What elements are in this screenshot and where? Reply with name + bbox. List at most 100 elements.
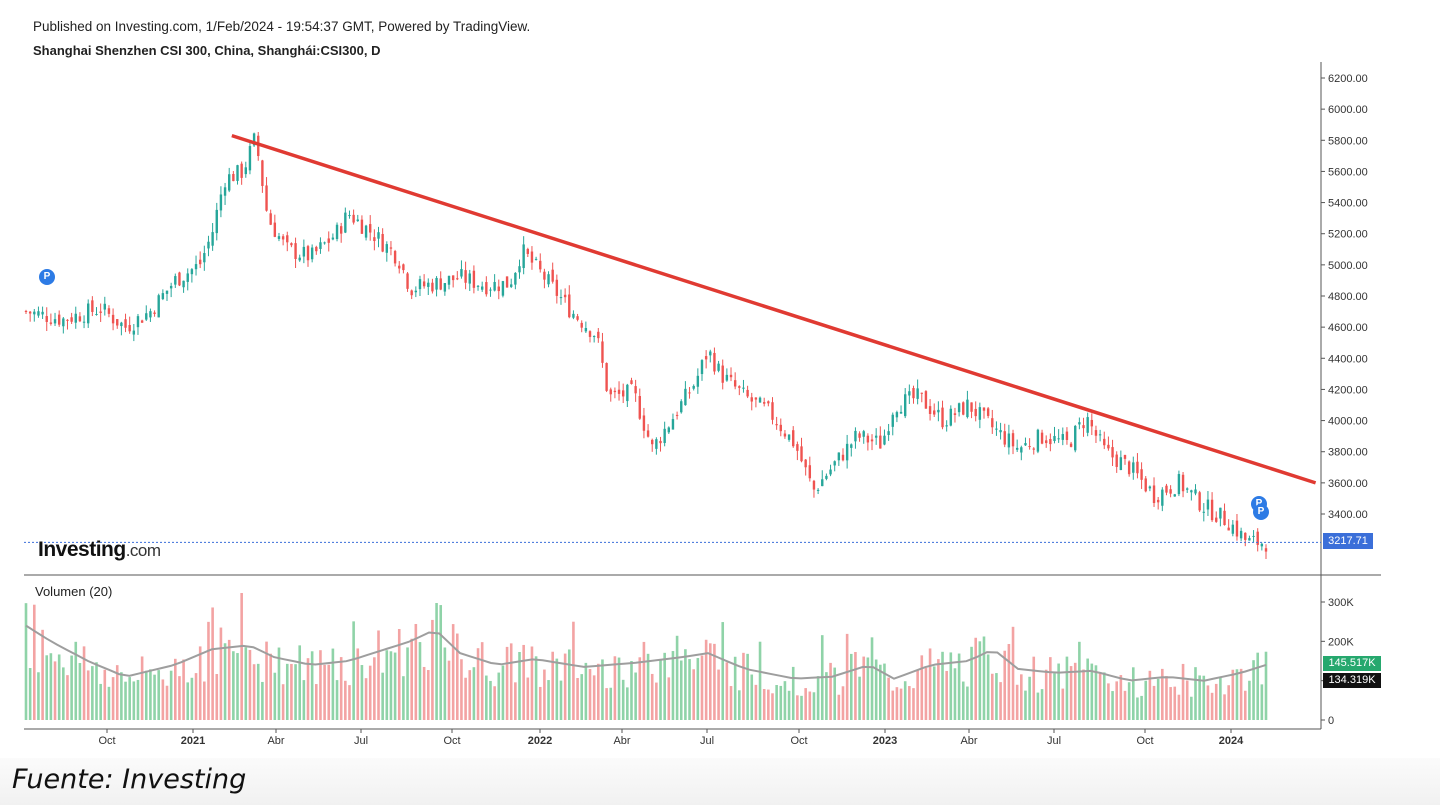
volume-bar xyxy=(178,676,181,720)
volume-bar xyxy=(580,674,584,720)
candle-body xyxy=(140,320,144,323)
volume-bar xyxy=(1194,667,1197,720)
volume-bar xyxy=(86,670,90,720)
price-tick-label: 3400.00 xyxy=(1328,509,1368,521)
volume-bar xyxy=(920,655,924,720)
candle-body xyxy=(501,281,505,296)
volume-bar xyxy=(78,663,82,720)
candle-body xyxy=(385,244,389,253)
volume-bar xyxy=(161,679,165,720)
price-tick-label: 5400.00 xyxy=(1328,198,1368,210)
volume-bar xyxy=(617,657,621,720)
volume-bar xyxy=(352,621,355,720)
volume-bar xyxy=(1086,658,1089,720)
volume-bar xyxy=(642,641,646,720)
candle-body xyxy=(534,258,538,260)
candle-body xyxy=(609,389,612,395)
candle-body xyxy=(1119,457,1123,471)
candle-body xyxy=(572,313,575,318)
volume-bar xyxy=(588,669,592,720)
volume-bar xyxy=(1073,662,1077,720)
p-marker[interactable]: P xyxy=(1253,504,1269,520)
candle-body xyxy=(1103,438,1106,446)
p-marker[interactable]: P xyxy=(39,269,55,285)
volume-bar xyxy=(418,642,422,720)
volume-bar xyxy=(144,670,148,720)
candle-body xyxy=(360,219,364,234)
volume-bar xyxy=(787,690,791,720)
volume-bar xyxy=(866,657,870,720)
volume-bar xyxy=(1152,685,1156,720)
candle-body xyxy=(555,279,559,296)
volume-bar xyxy=(194,673,198,720)
volume-bar xyxy=(348,685,351,720)
candle-body xyxy=(804,459,807,468)
volume-bar xyxy=(1136,697,1139,720)
time-tick-label: Abr xyxy=(613,735,630,747)
candle-body xyxy=(543,271,546,280)
candle-body xyxy=(74,313,77,323)
candle-body xyxy=(310,247,314,260)
volume-bar xyxy=(1185,680,1189,720)
candle-body xyxy=(302,246,306,257)
candle-body xyxy=(1181,474,1185,492)
candle-body xyxy=(435,277,438,290)
candle-body xyxy=(953,413,957,415)
candle-body xyxy=(597,331,600,339)
volume-bar xyxy=(937,659,940,720)
volume-bar xyxy=(1169,687,1172,720)
volume-bar xyxy=(505,646,509,720)
candle-body xyxy=(762,402,766,404)
candle-body xyxy=(306,246,310,261)
candle-body xyxy=(323,242,326,244)
candle-body xyxy=(505,276,509,288)
candle-body xyxy=(733,380,737,387)
candle-body xyxy=(1024,443,1027,446)
volume-bar xyxy=(559,680,563,720)
volume-bar xyxy=(742,652,745,720)
volume-bar xyxy=(211,607,214,720)
candle-body xyxy=(1144,478,1147,492)
candle-body xyxy=(281,236,285,240)
candle-body xyxy=(1248,538,1251,541)
candle-body xyxy=(1111,447,1114,458)
time-tick-label: 2023 xyxy=(873,735,897,747)
volume-bar xyxy=(41,629,44,720)
candle-body xyxy=(49,322,53,324)
volume-bar xyxy=(381,672,384,720)
candle-body xyxy=(1194,489,1197,494)
candle-body xyxy=(937,409,940,413)
candle-body xyxy=(713,352,716,372)
volume-bar xyxy=(816,676,820,720)
volume-bar xyxy=(1078,641,1081,720)
candle-body xyxy=(319,242,322,249)
published-line: Published on Investing.com, 1/Feb/2024 -… xyxy=(33,19,531,34)
candle-body xyxy=(700,360,704,375)
volume-bar xyxy=(323,664,326,720)
candle-body xyxy=(149,311,152,318)
volume-bar xyxy=(476,648,480,720)
volume-bar xyxy=(659,659,662,720)
volume-bar xyxy=(149,669,152,720)
volume-bar xyxy=(456,633,459,720)
candle-body xyxy=(592,336,596,338)
last-price-label: 3217.71 xyxy=(1323,533,1373,549)
symbol-title: Shanghai Shenzhen CSI 300, China, Shangh… xyxy=(33,43,381,58)
volume-bar xyxy=(854,652,857,720)
volume-bar xyxy=(1177,694,1181,720)
candle-body xyxy=(866,435,870,443)
candle-body xyxy=(684,388,687,406)
candle-body xyxy=(721,365,724,383)
candle-body xyxy=(920,392,923,394)
volume-bar xyxy=(460,659,463,720)
volume-bar xyxy=(572,621,575,720)
volume-bar xyxy=(982,636,986,720)
candle-body xyxy=(883,435,886,445)
volume-bar xyxy=(107,686,111,720)
candle-body xyxy=(472,270,476,288)
candle-body xyxy=(398,265,401,269)
source-caption: Fuente: Investing xyxy=(12,764,247,795)
volume-bar xyxy=(410,638,413,720)
volume-bar xyxy=(190,677,194,720)
volume-bar xyxy=(95,662,98,720)
